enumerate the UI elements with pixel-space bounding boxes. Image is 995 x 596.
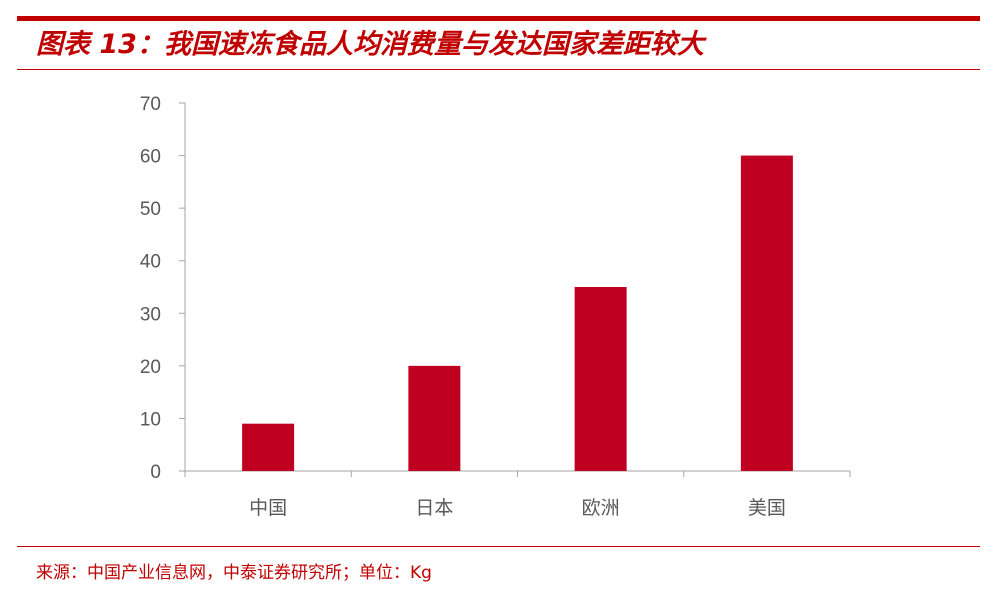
- source-label: 来源：: [36, 563, 87, 583]
- x-category-label: 美国: [748, 497, 786, 519]
- x-axis: 中国 日本 欧洲 美国: [184, 470, 851, 519]
- y-axis: 0 10 20 30 40 50 60 70: [140, 94, 186, 483]
- y-tick-label: 70: [140, 94, 161, 115]
- x-category-label: 欧洲: [582, 497, 620, 519]
- x-category-label: 日本: [415, 497, 453, 519]
- y-tick-label: 50: [140, 199, 161, 220]
- title-bottom-rule: [17, 69, 980, 70]
- y-tick-label: 30: [140, 304, 161, 325]
- y-tick-label: 0: [150, 462, 161, 483]
- title-top-rule: [17, 16, 980, 21]
- bar-series: [242, 155, 793, 472]
- bar-2: [574, 287, 627, 471]
- y-tick-label: 40: [140, 252, 161, 273]
- source-note: 来源：中国产业信息网，中泰证券研究所；单位：Kg: [36, 560, 432, 586]
- y-tick-label: 60: [140, 147, 161, 168]
- y-tick-label: 10: [140, 409, 161, 430]
- y-tick-label: 20: [140, 357, 161, 378]
- bar-chart: 0 10 20 30 40 50 60 70 中国 日本 欧洲 美国: [140, 94, 851, 519]
- bar-1: [408, 365, 461, 471]
- source-text: 中国产业信息网，中泰证券研究所；单位：Kg: [87, 563, 432, 583]
- source-top-rule: [17, 546, 980, 547]
- figure-title: 图表 13：我国速冻食品人均消费量与发达国家差距较大: [36, 29, 704, 60]
- bar-3: [740, 155, 793, 472]
- x-category-label: 中国: [249, 497, 287, 519]
- bar-0: [242, 423, 295, 471]
